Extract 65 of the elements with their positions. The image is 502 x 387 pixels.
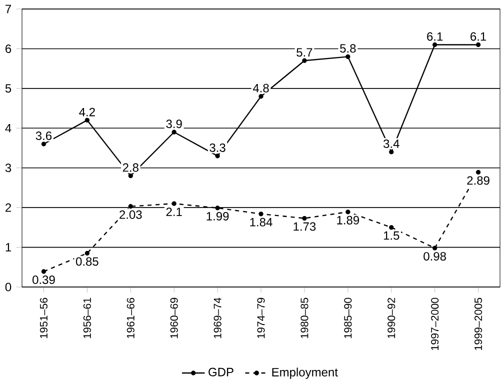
x-tick-label: 1985–90 [344,298,352,338]
y-tick-label: 1 [6,243,12,252]
point [215,206,220,210]
x-tick-label: 1997–2000 [431,298,439,350]
point [172,130,176,134]
point [215,154,220,158]
point [172,201,176,206]
data-label: 0.85 [76,257,98,266]
legend-label: Employment [272,368,338,379]
point [41,142,46,146]
data-label: 2.1 [166,208,182,216]
data-label: 1.89 [337,216,360,224]
x-tick-label: 1974–79 [257,298,265,338]
y-tick-label: 7 [6,4,11,14]
x-tick-label: 1951–56 [40,298,48,338]
data-label: 1.73 [294,222,316,231]
data-label: 5.7 [296,48,312,57]
point [84,250,90,256]
y-tick-label: 0 [5,282,12,292]
data-label: 3.6 [36,132,52,140]
data-label: 1.5 [384,231,400,240]
data-label: 2.89 [467,176,490,185]
point [258,94,264,99]
data-label: 1.99 [206,212,229,220]
point [346,54,350,59]
y-tick-label: 6 [6,44,12,53]
point [389,225,394,230]
data-label: 4.8 [252,84,269,92]
point [128,173,133,178]
point [258,212,264,216]
data-label: 6.1 [427,32,443,41]
data-label: 1.84 [250,218,272,226]
point [389,150,394,154]
x-tick-label: 1990–92 [388,298,396,338]
point [128,204,133,209]
point [41,269,46,274]
data-label: 0.39 [32,276,55,284]
data-label: 3.9 [166,120,182,128]
data-label: 4.2 [79,108,95,116]
x-tick-label: 1960–69 [170,298,178,338]
point [432,42,438,48]
point [476,170,481,175]
point [432,246,438,250]
legend-label: GDP [208,368,234,376]
x-tick-label: 1980–85 [300,298,308,338]
x-tick-label: 1961–66 [126,298,134,338]
y-tick-label: 3 [5,164,12,172]
point [302,216,307,221]
data-label: 0.98 [424,252,446,261]
data-label: 6.1 [470,32,486,41]
point [302,58,307,63]
data-label: 2.8 [122,163,138,172]
x-tick-label: 1999–2005 [474,298,482,350]
point [346,210,350,214]
data-label: 2.03 [120,210,142,219]
data-label: 3.4 [383,139,400,148]
y-tick-label: 5 [5,84,12,93]
y-tick-label: 4 [5,124,12,132]
point [84,118,90,123]
x-tick-label: 1956–61 [83,298,91,338]
data-label: 5.8 [340,44,356,53]
data-label: 3.3 [210,143,226,152]
y-tick-label: 2 [6,203,11,212]
x-tick-label: 1969–74 [214,298,222,338]
point [476,42,481,48]
